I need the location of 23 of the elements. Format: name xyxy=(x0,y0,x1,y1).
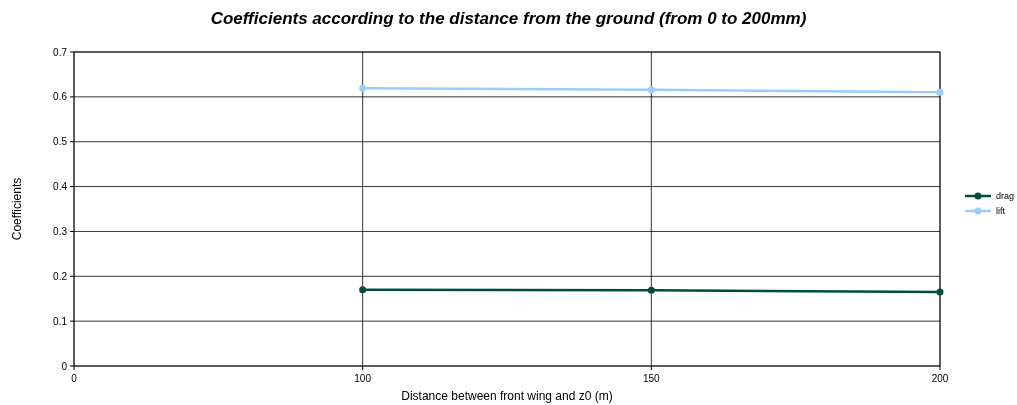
point xyxy=(359,286,367,294)
y-tick-label: 0 xyxy=(61,360,68,372)
legend-label: drag xyxy=(996,191,1015,201)
y-tick-label: 0.3 xyxy=(53,225,68,237)
x-tick-label: 0 xyxy=(71,373,78,384)
y-tick-label: 0.4 xyxy=(53,181,68,193)
point xyxy=(647,286,655,294)
y-tick-label: 0.6 xyxy=(53,91,68,103)
point xyxy=(936,88,944,96)
point xyxy=(647,86,655,94)
legend-label: lift xyxy=(996,206,1006,216)
point xyxy=(359,84,367,92)
y-tick-label: 0.5 xyxy=(53,136,68,148)
chart-title: Coefficients according to the distance from the ground (from 0 to 200mm) xyxy=(210,9,807,28)
x-tick-label: 200 xyxy=(931,373,949,384)
x-axis-title: Distance between front wing and z0 (m) xyxy=(401,389,613,403)
y-axis-title: Coefficients xyxy=(10,177,24,241)
x-tick-label: 150 xyxy=(642,373,661,384)
y-tick-label: 0.7 xyxy=(53,46,68,58)
x-tick-label: 100 xyxy=(354,373,372,384)
point xyxy=(936,288,944,296)
y-tick-label: 0.2 xyxy=(53,270,68,282)
y-tick-label: 0.1 xyxy=(53,315,68,327)
